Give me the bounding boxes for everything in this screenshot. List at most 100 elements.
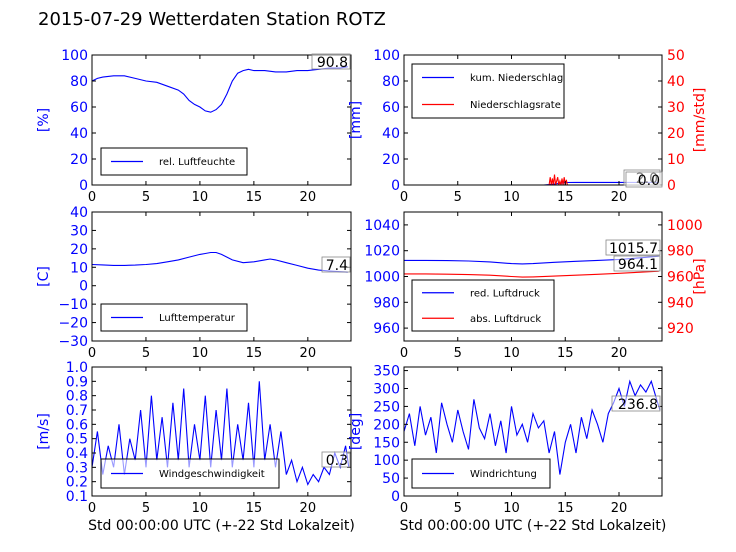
y-tick-label: 1.0 (66, 360, 88, 376)
x-tick-label: 20 (300, 346, 317, 361)
y-tick-label: 0.2 (66, 475, 88, 491)
y-tick-label: 1020 (364, 244, 400, 260)
current-value-label: 1015.7 (609, 241, 658, 257)
y-right-tick-label: 50 (667, 48, 685, 64)
y-tick-label: 50 (382, 471, 400, 487)
legend: Lufttemperatur (100, 303, 248, 332)
current-value-box (321, 451, 351, 468)
y-tick-label: 0 (391, 489, 400, 505)
legend: Windrichtung (411, 458, 551, 489)
current-value-box (311, 53, 351, 70)
y-tick-label: 60 (382, 100, 400, 116)
legend: rel. Luftfeuchte (100, 147, 248, 176)
current-value-label: 964.1 (618, 257, 658, 273)
legend-box (411, 279, 555, 332)
x-tick-label: 10 (192, 190, 209, 205)
y-tick-label: 60 (70, 100, 88, 116)
legend-label: Windgeschwindigkeit (159, 469, 265, 480)
x-tick-label: 5 (454, 501, 462, 516)
y-axis-label: [m/s] (36, 413, 52, 450)
y-tick-label: 30 (70, 223, 88, 239)
y-tick-label: 40 (70, 126, 88, 142)
legend-label: Niederschlagsrate (470, 100, 561, 111)
x-tick-label: 0 (400, 501, 408, 516)
y-tick-label: 80 (382, 74, 400, 90)
y-tick-label: 10 (70, 260, 88, 276)
panel-wind_speed: 0 5 10 15 200.10.20.30.40.50.60.70.80.91.0[m… (36, 360, 355, 534)
y-tick-label: 40 (70, 205, 88, 221)
x-tick-label: 0 (400, 190, 408, 205)
y-right-tick-label: 1000 (667, 218, 703, 234)
x-tick-label: 5 (142, 501, 150, 516)
x-axis-label: Std 00:00:00 UTC (+-22 Std Lokalzeit) (400, 518, 667, 534)
x-tick-label: 15 (557, 501, 574, 516)
legend-label: red. Luftdruck (470, 288, 540, 299)
y-tick-label: 0.3 (66, 460, 88, 476)
legend-label: rel. Luftfeuchte (159, 157, 235, 168)
y-tick-label: 40 (382, 126, 400, 142)
y-right-axis-label: [hPa] (692, 258, 708, 294)
y-axis-label: [deg] (348, 413, 364, 450)
y-tick-label: 0.4 (66, 446, 88, 462)
series-line-pressure-1 (404, 270, 659, 278)
x-tick-label: 15 (246, 501, 263, 516)
x-tick-label: 0 (88, 501, 96, 516)
y-right-tick-label: 940 (667, 295, 694, 311)
y-tick-label: 0.1 (66, 489, 88, 505)
y-tick-label: 1040 (364, 218, 400, 234)
current-value-box (611, 395, 661, 412)
panel-precipitation: 0 5 10 15 20 0 20 40 60 80 100 0 10 20 30 40 50 [mm] [mm/s… (348, 48, 708, 205)
y-tick-label: 1000 (364, 270, 400, 286)
y-right-tick-label: 10 (667, 152, 685, 168)
panel-humidity: 0 5 10 15 20 0 20 40 60 80 100 [%] rel. Luftfeuchte 9… (36, 48, 352, 205)
x-tick-label: 15 (246, 190, 263, 205)
panel-pressure: 0 5 10 15 20 960 980 1000 1020 1040 920 940 960 980 10… (364, 211, 708, 361)
x-tick-label: 15 (557, 346, 574, 361)
axes-frame (403, 54, 663, 186)
x-tick-label: 20 (611, 346, 628, 361)
x-tick-label: 10 (503, 190, 520, 205)
y-right-tick-label: 40 (667, 74, 685, 90)
y-tick-label: −30 (58, 334, 88, 350)
y-tick-label: 80 (70, 74, 88, 90)
y-tick-label: 0.6 (66, 417, 88, 433)
y-right-tick-label: 980 (667, 244, 694, 260)
y-tick-label: 980 (373, 295, 400, 311)
axes-frame (403, 366, 663, 497)
current-value-box (321, 256, 351, 273)
x-tick-label: 20 (611, 190, 628, 205)
y-right-tick-label: 920 (667, 321, 694, 337)
y-tick-label: 20 (70, 242, 88, 258)
axes-frame (91, 366, 352, 497)
legend-label: kum. Niederschlag (470, 73, 563, 84)
y-tick-label: 960 (373, 321, 400, 337)
series-line-precipitation-1 (404, 174, 659, 186)
series-line-humidity-0 (91, 66, 348, 113)
legend: kum. Niederschlag Niederschlagsrate (411, 63, 565, 119)
y-right-tick-label: 0 (667, 178, 676, 194)
legend-label: Windrichtung (470, 469, 537, 480)
figure-title: 2015-07-29 Wetterdaten Station ROTZ (38, 9, 386, 30)
x-tick-label: 10 (192, 346, 209, 361)
y-right-tick-label: 30 (667, 100, 685, 116)
legend-box (411, 63, 565, 119)
current-value-label: 236.8 (618, 397, 658, 413)
y-tick-label: −10 (58, 297, 88, 313)
x-tick-label: 5 (142, 346, 150, 361)
y-right-axis-label: [mm/std] (692, 88, 708, 153)
current-value-box (613, 255, 661, 272)
x-tick-label: 5 (142, 190, 150, 205)
y-tick-label: 0 (79, 279, 88, 295)
axes-frame (91, 54, 352, 186)
x-tick-label: 20 (611, 501, 628, 516)
series-line-temperature-0 (91, 251, 348, 273)
current-value-label: 90.8 (317, 55, 348, 71)
y-tick-label: 0.9 (66, 374, 88, 390)
y-tick-label: 0 (79, 178, 88, 194)
y-tick-label: 0.7 (66, 403, 88, 419)
y-tick-label: 150 (373, 435, 400, 451)
current-value-label: 0.3 (326, 453, 348, 469)
x-tick-label: 0 (88, 190, 96, 205)
